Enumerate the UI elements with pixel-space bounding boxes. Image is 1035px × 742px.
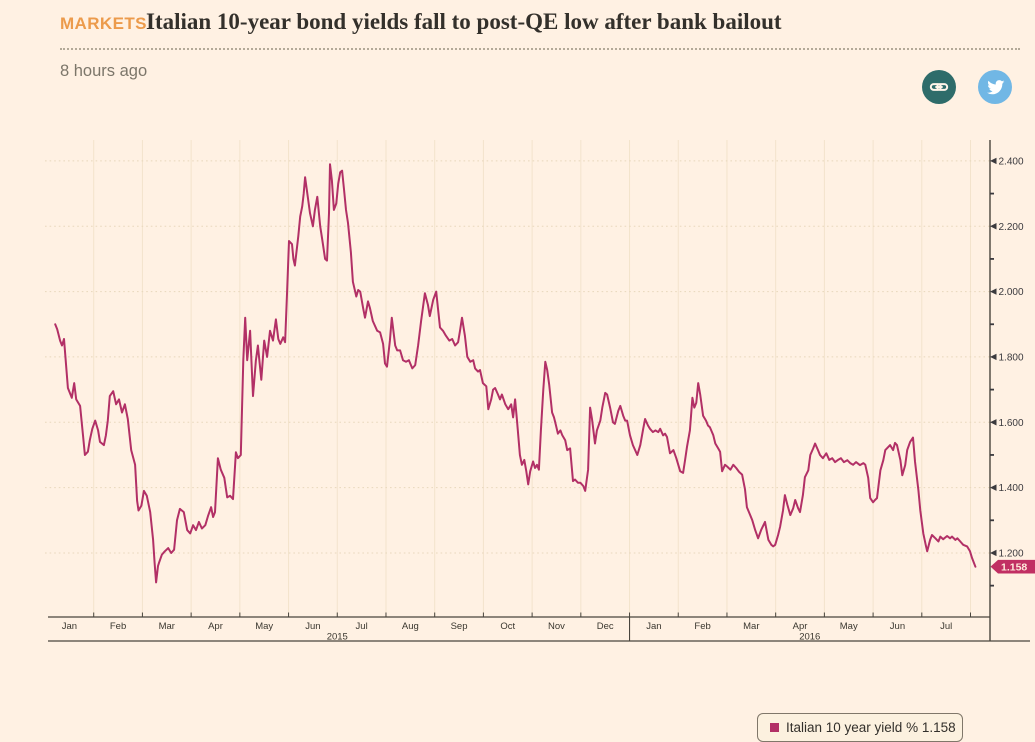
x-tick-label: Oct [500,621,515,632]
x-tick-label: Apr [208,621,223,632]
section-kicker[interactable]: MARKETS [60,14,147,34]
legend-label: Italian 10 year yield % 1.158 [786,720,956,735]
x-tick-label: Feb [694,621,710,632]
y-tick-label: 2.000 [999,287,1024,298]
share-twitter-button[interactable] [978,70,1012,104]
x-tick-label: Jan [62,621,77,632]
x-year-label: 2016 [799,632,820,643]
y-tick-label: 1.800 [999,352,1024,363]
copy-link-button[interactable] [922,70,956,104]
chart-canvas: Jan Feb Mar Apr May Jun Jul Aug Sep Oct Nov Dec Jan F… [0,130,1035,660]
x-tick-label: Jul [356,621,368,632]
article-timestamp: 8 hours ago [60,62,147,81]
article-page: MARKETS Italian 10-year bond yields fall… [0,0,1035,669]
x-tick-label: Mar [159,621,175,632]
y-tick-label: 2.200 [999,222,1024,233]
x-tick-label: Dec [597,621,614,632]
x-axis: Jan Feb Mar Apr May Jun Jul Aug Sep Oct Nov Dec Jan F… [48,613,1030,643]
last-value-tag: 1.158 [991,560,1035,574]
page-title: Italian 10-year bond yields fall to post… [146,9,782,35]
x-tick-label: Mar [743,621,759,632]
horizontal-gridlines [45,161,990,553]
y-tick-label: 2.400 [999,156,1024,167]
twitter-bird-icon [986,78,1005,97]
x-tick-label: Jun [890,621,905,632]
x-tick-label: Jun [305,621,320,632]
y-tick-label: 1.200 [999,548,1024,559]
y-tick-label: 1.600 [999,418,1024,429]
yield-line-series [55,164,975,582]
header-divider [60,48,1020,50]
x-tick-label: May [840,621,858,632]
x-tick-label: Feb [110,621,126,632]
bond-yield-chart: Jan Feb Mar Apr May Jun Jul Aug Sep Oct Nov Dec Jan F… [0,130,1035,660]
x-tick-label: May [255,621,273,632]
legend-swatch [770,723,779,732]
x-tick-label: Apr [793,621,808,632]
x-tick-label: Nov [548,621,565,632]
chain-link-icon [929,77,949,97]
last-value-text: 1.158 [1001,561,1027,573]
x-tick-label: Sep [451,621,468,632]
x-tick-label: Jul [940,621,952,632]
vertical-gridlines [94,140,971,617]
y-tick-label: 1.400 [999,483,1024,494]
chart-legend: Italian 10 year yield % 1.158 [757,713,963,742]
x-year-label: 2015 [327,632,348,643]
x-tick-label: Aug [402,621,419,632]
x-tick-label: Jan [646,621,661,632]
